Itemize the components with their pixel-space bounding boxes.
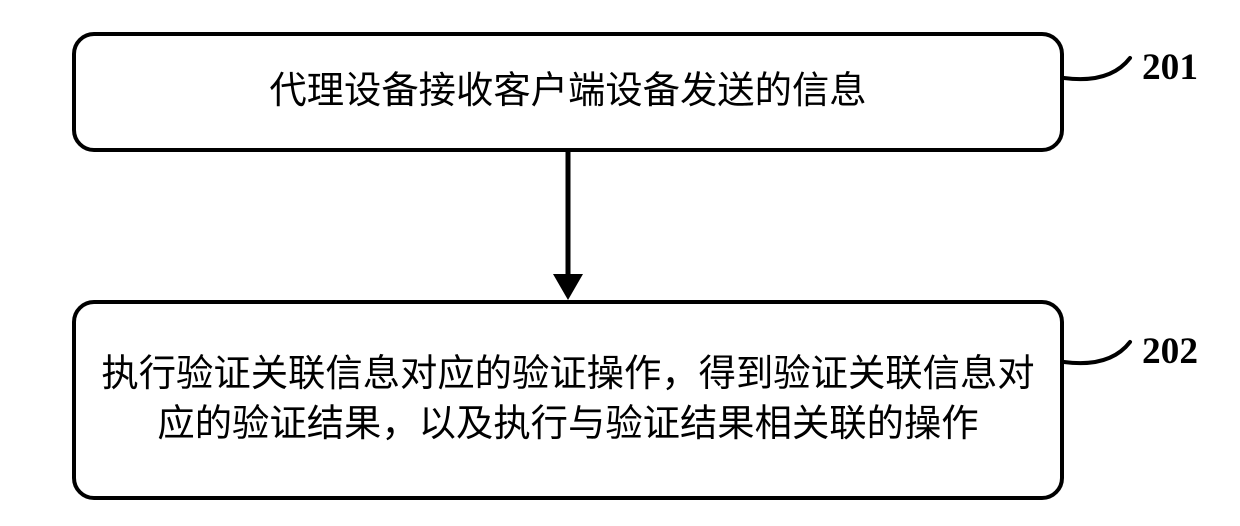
flow-step-202-label: 执行验证关联信息对应的验证操作，得到验证关联信息对应的验证结果，以及执行与验证结…	[76, 350, 1060, 451]
flow-step-201: 代理设备接收客户端设备发送的信息	[72, 32, 1064, 152]
flowchart-canvas: 代理设备接收客户端设备发送的信息 执行验证关联信息对应的验证操作，得到验证关联信…	[0, 0, 1240, 526]
flow-arrow	[553, 152, 583, 300]
flow-step-201-label: 代理设备接收客户端设备发送的信息	[76, 67, 1060, 117]
flow-step-202: 执行验证关联信息对应的验证操作，得到验证关联信息对应的验证结果，以及执行与验证结…	[72, 300, 1064, 500]
step-number-202: 202	[1142, 330, 1198, 373]
step-number-201: 201	[1142, 46, 1198, 89]
leader-lines	[1064, 58, 1130, 363]
